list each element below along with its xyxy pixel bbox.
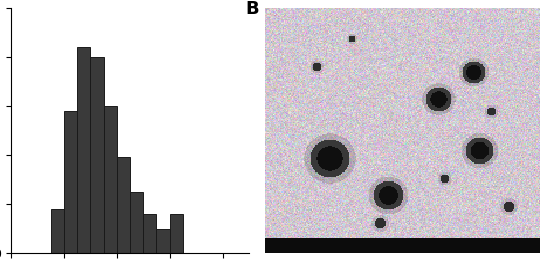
- Bar: [103, 106, 117, 253]
- Bar: [143, 214, 157, 253]
- Bar: [170, 214, 183, 253]
- Bar: [64, 111, 77, 253]
- Bar: [117, 157, 130, 253]
- Bar: [90, 57, 103, 253]
- Bar: [157, 229, 170, 253]
- Text: B: B: [245, 1, 259, 19]
- Bar: [77, 47, 90, 253]
- Bar: [130, 192, 143, 253]
- Bar: [51, 209, 64, 253]
